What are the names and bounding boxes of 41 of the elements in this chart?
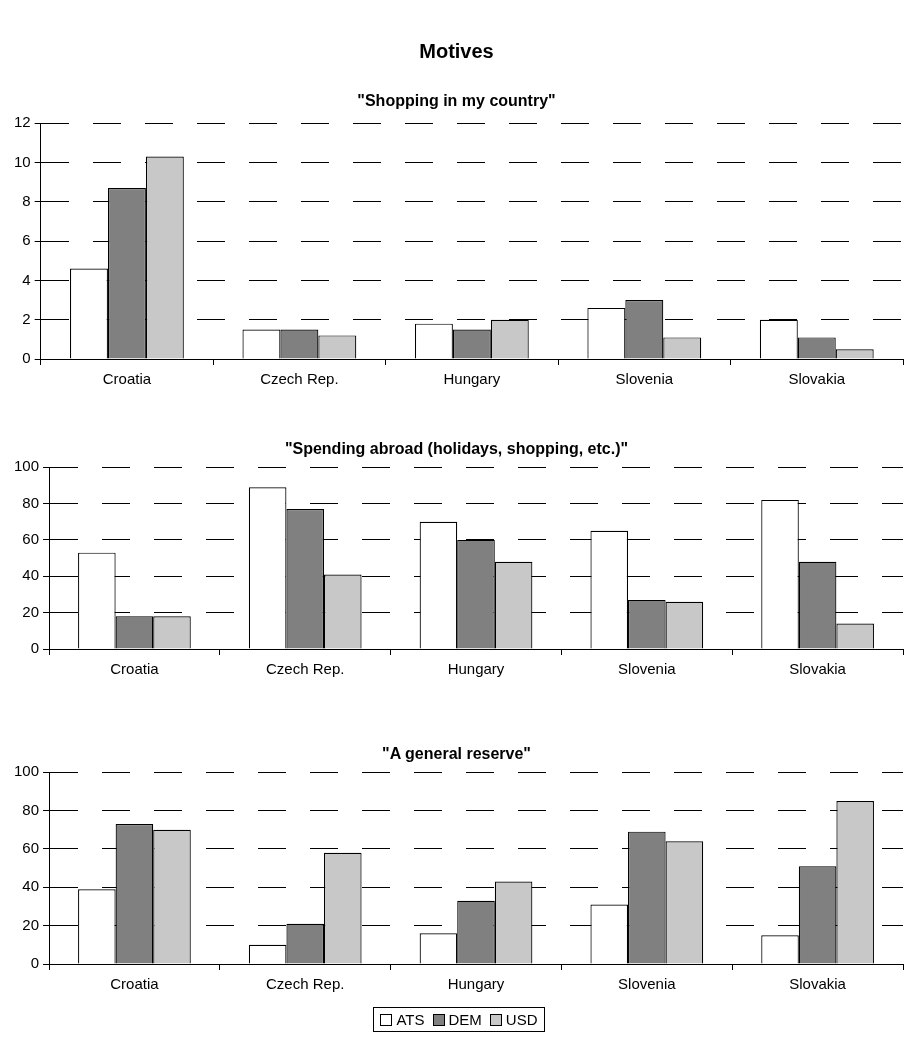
y-tick-label: 40 bbox=[22, 566, 40, 584]
x-tick-label: Czech Rep. bbox=[266, 975, 345, 993]
chart-subtitle: "Shopping in my country" bbox=[357, 92, 556, 110]
chart-title: "A general reserve" bbox=[382, 745, 531, 763]
chart-title: Motives bbox=[419, 39, 494, 62]
y-tick-label: 20 bbox=[22, 602, 40, 620]
y-tick-label: 100 bbox=[14, 762, 40, 780]
chart-title: "Spending abroad (holidays, shopping, etc.)" bbox=[284, 440, 629, 458]
y-tick-label: 40 bbox=[22, 877, 40, 895]
x-tick-label: Slovenia bbox=[618, 975, 677, 993]
y-tick-label: 2 bbox=[22, 309, 31, 327]
y-tick-label: 8 bbox=[22, 191, 31, 209]
y-tick-label: 60 bbox=[22, 839, 40, 857]
y-tick-label: 60 bbox=[22, 530, 40, 548]
x-tick-label: Czech Rep. bbox=[266, 660, 345, 678]
x-tick-label: Slovenia bbox=[618, 660, 677, 678]
y-tick-label: 10 bbox=[14, 152, 31, 170]
x-tick-label: Hungary bbox=[447, 975, 505, 993]
x-tick-label: Slovenia bbox=[615, 370, 674, 388]
legend-label: ATS bbox=[396, 1011, 425, 1028]
x-tick-label: Croatia bbox=[102, 370, 152, 388]
y-tick-label: 100 bbox=[14, 457, 40, 475]
y-tick-label: 4 bbox=[22, 270, 31, 288]
y-tick-label: 80 bbox=[22, 493, 40, 511]
y-tick-label: 20 bbox=[22, 915, 40, 933]
x-tick-label: Hungary bbox=[447, 660, 505, 678]
legend-label: USD bbox=[505, 1011, 538, 1028]
y-tick-label: 12 bbox=[14, 113, 31, 131]
x-tick-label: Slovakia bbox=[789, 975, 847, 993]
x-tick-label: Croatia bbox=[110, 660, 160, 678]
x-tick-label: Slovakia bbox=[788, 370, 846, 388]
legend-label: DEM bbox=[448, 1011, 482, 1028]
y-tick-label: 0 bbox=[30, 954, 40, 972]
x-tick-label: Croatia bbox=[110, 975, 160, 993]
y-tick-label: 0 bbox=[22, 349, 31, 367]
y-tick-label: 80 bbox=[22, 800, 40, 818]
y-tick-label: 0 bbox=[30, 639, 40, 657]
x-tick-label: Slovakia bbox=[789, 660, 847, 678]
x-tick-label: Czech Rep. bbox=[260, 370, 339, 388]
x-tick-label: Hungary bbox=[443, 370, 501, 388]
y-tick-label: 6 bbox=[22, 231, 31, 249]
